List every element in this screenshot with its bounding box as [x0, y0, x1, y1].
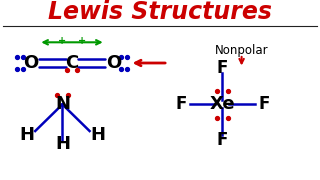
Text: C: C: [65, 54, 79, 72]
Text: F: F: [258, 95, 270, 113]
Text: H: H: [90, 126, 105, 144]
Text: O: O: [23, 54, 38, 72]
Text: H: H: [55, 135, 70, 153]
Text: +: +: [77, 36, 86, 46]
Text: F: F: [217, 59, 228, 77]
Text: N: N: [55, 95, 70, 113]
Text: F: F: [175, 95, 187, 113]
Text: F: F: [217, 131, 228, 149]
Text: +: +: [58, 36, 67, 46]
Text: Nonpolar: Nonpolar: [215, 44, 268, 57]
Text: H: H: [20, 126, 35, 144]
Text: O: O: [106, 54, 121, 72]
Text: Lewis Structures: Lewis Structures: [48, 0, 272, 24]
Text: Xe: Xe: [210, 95, 235, 113]
